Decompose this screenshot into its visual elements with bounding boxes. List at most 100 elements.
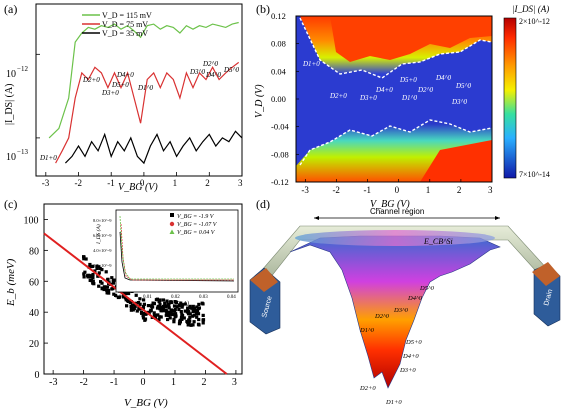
panel-c-scatter-point-235	[177, 304, 181, 308]
panel-a-annotations: D1+0 D2+0 D3+0 D4+0 D5+0 D1^0 D2^0 D3^0 …	[39, 60, 240, 162]
panel-c-scatter-point-81	[169, 310, 173, 314]
panel-c-scatter-point-16	[182, 316, 186, 320]
panel-b-xtick-label-3: 0	[395, 185, 400, 195]
panel-c-xtick-label-3: 0	[141, 377, 146, 388]
panel-c-scatter-point-256	[128, 300, 132, 305]
panel-c-scatter-point-163	[103, 287, 107, 291]
panel-a-xtick-label-3: 0	[140, 178, 145, 188]
panel-c-scatter-point-193	[138, 302, 142, 306]
panel-b-xtick-label-5: 2	[457, 185, 462, 195]
inset-xtick-2: 0.02	[171, 295, 180, 300]
panel-c-inset: 8.0×10^-9 6.0×10^-9 4.0×10^-9 2.0×10^-9 …	[93, 209, 239, 307]
legend-label-115mv: V_D = 115 mV	[102, 11, 152, 20]
panel-a-xtick-label-1: -2	[75, 178, 83, 188]
panel-c-scatter-point-64	[114, 293, 118, 297]
panel-c-scatter-point-125	[82, 275, 86, 279]
panel-c-xtick-label-2: -1	[110, 377, 118, 388]
panel-c-scatter-point-36	[195, 315, 199, 319]
panel-c-scatter-point-72	[188, 305, 192, 309]
colorbar-title: |I_DS| (A)	[512, 4, 549, 14]
panel-b-annotations: D1+0 D2+0 D3+0 D4+0 D5+0 D1^0 D2^0 D3^0 …	[302, 60, 472, 106]
annot-b-D2: D2^0	[417, 86, 434, 94]
inset-xtick-3: 0.03	[199, 295, 208, 300]
panel-a-series-line-2	[64, 130, 243, 165]
panel-b: (b) -3 -2 -1 0 1 2 3 0.12 0.08 0.04 0.00 -0.04 -0.08…	[254, 2, 550, 210]
panel-c-scatter-point-199	[169, 308, 173, 312]
inset-x-ticks: 0.00 0.01 0.02 0.03 0.04	[115, 295, 236, 300]
panel-c-scatter-point-129	[134, 293, 138, 297]
panel-c-scatter-point-191	[197, 317, 201, 322]
panel-c-scatter-point-238	[151, 301, 155, 305]
panel-c-scatter-point-257	[129, 306, 134, 310]
panel-c-x-axis-label: V_BG (V)	[124, 397, 168, 409]
inset-curve-black	[119, 231, 235, 282]
panel-c-scatter-point-168	[196, 312, 201, 316]
panel-c-scatter-point-211	[106, 278, 110, 282]
panel-label-c: (c)	[4, 197, 17, 211]
annot-a-D2p: D2+0	[82, 76, 100, 84]
panel-c-scatter-point-79	[124, 292, 128, 296]
dopant-d-D3: D3^0	[393, 307, 409, 314]
heatmap-red-bottom-right	[420, 140, 492, 182]
panel-c-axes-frame	[43, 203, 243, 375]
panel-c-scatter-point-46	[137, 301, 141, 305]
panel-c-scatter-point-41	[95, 266, 99, 270]
heatmap-red-top-right	[330, 16, 492, 62]
panel-c-scatter-point-115	[89, 275, 93, 279]
panel-c-scatter-point-228	[180, 305, 184, 309]
panel-c-scatter-point-150	[187, 318, 191, 322]
annot-a-D1: D1^0	[137, 84, 154, 92]
annot-b-D1p: D1+0	[302, 60, 320, 68]
panel-b-ytick-label-5: -0.08	[271, 149, 289, 159]
panel-c-scatter-point-86	[159, 315, 163, 319]
panel-c-scatter-point-224	[137, 307, 141, 311]
panel-c-scatter-point-194	[99, 280, 103, 284]
panel-c-scatter-point-118	[143, 318, 147, 322]
inset-ytick-8: 8.0×10^-9	[93, 218, 112, 223]
panel-b-ytick-label-1: 0.08	[271, 39, 286, 49]
panel-c-scatter-point-112	[201, 313, 205, 317]
inset-xtick-1: 0.01	[143, 295, 152, 300]
panel-c-scatter-point-210	[124, 298, 128, 302]
panel-c-xtick-label-6: 3	[232, 377, 237, 388]
panel-c-scatter-point-213	[82, 257, 86, 261]
panel-c-scatter-point-76	[188, 315, 192, 319]
panel-c-scatter-point-231	[167, 312, 171, 316]
panel-c-scatter-point-258	[100, 287, 104, 291]
panel-label-a: (a)	[4, 2, 17, 16]
panel-c-scatter-point-39	[121, 295, 125, 299]
panel-c-scatter-point-122	[148, 309, 153, 313]
panel-c-scatter-point-83	[200, 301, 204, 305]
panel-c-scatter-point-221	[172, 304, 177, 308]
inset-legend-marker-red	[169, 221, 175, 227]
annot-b-D1: D1^0	[401, 94, 418, 102]
panel-a-xtick-label-2: -1	[107, 178, 115, 188]
inset-legend: V_BG = -1.9 V V_BG = -1.07 V V_BG = 0.04…	[169, 213, 218, 236]
panel-c-scatter-point-132	[123, 296, 128, 300]
dopant-d-D1p: D1+0	[385, 399, 402, 406]
panel-c-scatter-point-186	[168, 316, 172, 320]
drain-label: Drain	[543, 288, 554, 306]
panel-c-scatter-point-236	[87, 273, 91, 277]
panel-a-xtick-label-5: 2	[205, 178, 210, 188]
annot-a-D3: D3^0	[189, 68, 206, 76]
panel-a-x-axis-label: V_BG (V)	[118, 182, 158, 193]
panel-d: (d) Channel region E_CB^Si Source Drain …	[249, 197, 561, 406]
panel-c-scatter-point-8	[166, 317, 170, 322]
panel-c-scatter-point-165	[179, 310, 183, 314]
dopant-d-D2: D2^0	[374, 313, 390, 320]
panel-c-scatter-point-127	[110, 276, 114, 280]
panel-c-scatter-point-14	[191, 304, 195, 308]
panel-c-scatter-point-100	[181, 303, 185, 307]
heatmap-boundary-top	[299, 17, 493, 79]
panel-c-scatter-point-38	[152, 311, 156, 315]
panel-c-scatter-point-53	[156, 313, 160, 317]
panel-c-fit-line	[43, 232, 228, 375]
annot-a-D3p: D3+0	[101, 89, 119, 97]
panel-c-scatter-point-248	[155, 306, 160, 310]
panel-c-scatter-point-225	[112, 278, 116, 282]
dopant-d-D2p: D2+0	[359, 385, 376, 392]
panel-c-scatter-point-166	[172, 317, 176, 322]
inset-ytick-4: 4.0×10^-9	[93, 248, 112, 253]
panel-a-series-line-1	[55, 61, 240, 164]
